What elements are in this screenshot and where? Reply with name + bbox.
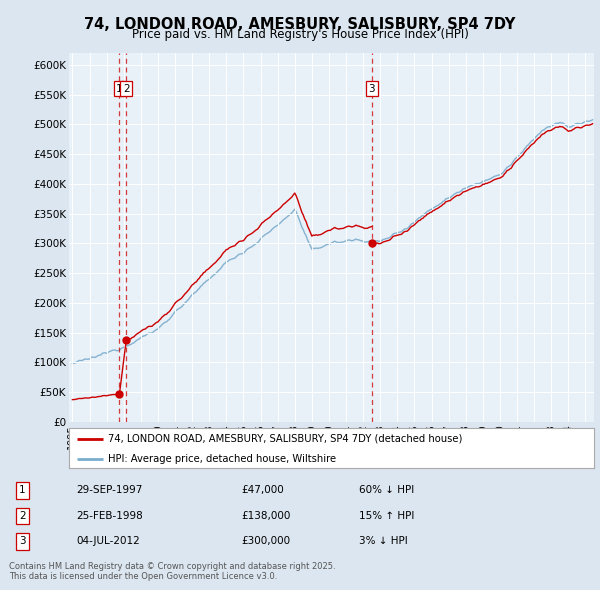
Text: £47,000: £47,000 (241, 486, 284, 496)
Text: 74, LONDON ROAD, AMESBURY, SALISBURY, SP4 7DY: 74, LONDON ROAD, AMESBURY, SALISBURY, SP… (85, 17, 515, 31)
Text: 2: 2 (123, 84, 130, 94)
Text: 25-FEB-1998: 25-FEB-1998 (77, 511, 143, 521)
Text: Contains HM Land Registry data © Crown copyright and database right 2025.
This d: Contains HM Land Registry data © Crown c… (9, 562, 335, 581)
Text: 60% ↓ HPI: 60% ↓ HPI (359, 486, 414, 496)
Text: £300,000: £300,000 (241, 536, 290, 546)
Text: 29-SEP-1997: 29-SEP-1997 (77, 486, 143, 496)
Text: 3% ↓ HPI: 3% ↓ HPI (359, 536, 407, 546)
Text: 3: 3 (19, 536, 26, 546)
Text: £138,000: £138,000 (241, 511, 290, 521)
Text: 3: 3 (368, 84, 375, 94)
Text: 1: 1 (116, 84, 123, 94)
Text: Price paid vs. HM Land Registry's House Price Index (HPI): Price paid vs. HM Land Registry's House … (131, 28, 469, 41)
Text: 15% ↑ HPI: 15% ↑ HPI (359, 511, 414, 521)
Text: 2: 2 (19, 511, 26, 521)
Text: 1: 1 (19, 486, 26, 496)
Text: 74, LONDON ROAD, AMESBURY, SALISBURY, SP4 7DY (detached house): 74, LONDON ROAD, AMESBURY, SALISBURY, SP… (109, 434, 463, 444)
Text: 04-JUL-2012: 04-JUL-2012 (77, 536, 140, 546)
Text: HPI: Average price, detached house, Wiltshire: HPI: Average price, detached house, Wilt… (109, 454, 337, 464)
